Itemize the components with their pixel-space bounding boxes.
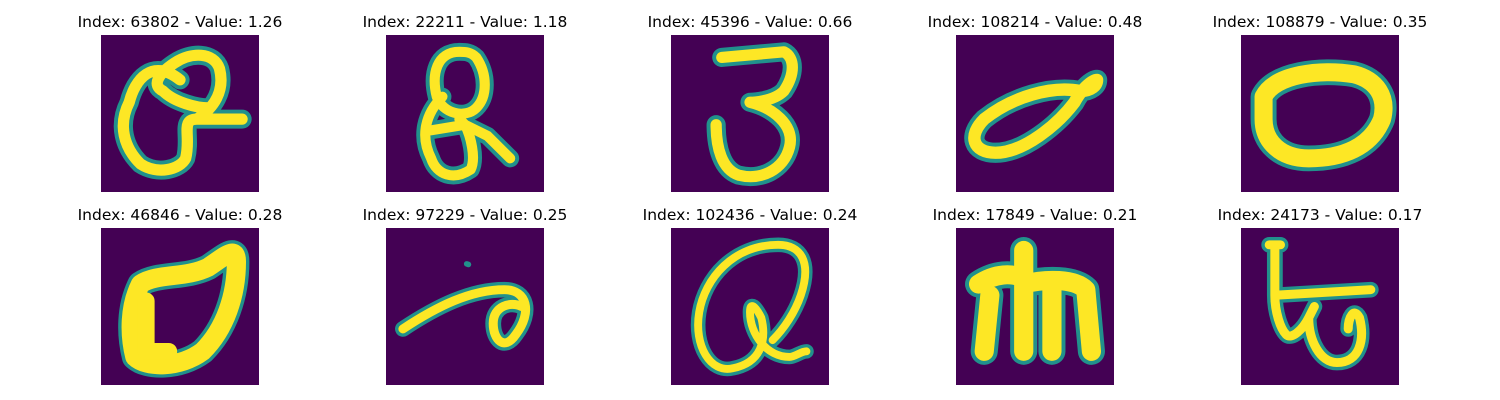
digit-image xyxy=(671,35,829,192)
panel-title: Index: 22211 - Value: 1.18 xyxy=(362,13,568,31)
panel-title: Index: 63802 - Value: 1.26 xyxy=(77,13,283,31)
digit-image xyxy=(1241,228,1399,385)
digit-image xyxy=(101,228,259,385)
panel-title: Index: 45396 - Value: 0.66 xyxy=(647,13,853,31)
panel-title: Index: 102436 - Value: 0.24 xyxy=(642,206,858,224)
panel-title: Index: 108879 - Value: 0.35 xyxy=(1212,13,1428,31)
digit-image xyxy=(956,228,1114,385)
digit-image xyxy=(671,228,829,385)
digit-image xyxy=(101,35,259,192)
panel-title: Index: 46846 - Value: 0.28 xyxy=(77,206,283,224)
panel-title: Index: 108214 - Value: 0.48 xyxy=(927,13,1143,31)
digit-image xyxy=(1241,35,1399,192)
digit-image xyxy=(386,228,544,385)
digit-image xyxy=(956,35,1114,192)
panel-title: Index: 17849 - Value: 0.21 xyxy=(932,206,1138,224)
panel-title: Index: 97229 - Value: 0.25 xyxy=(362,206,568,224)
panel-title: Index: 24173 - Value: 0.17 xyxy=(1217,206,1423,224)
digit-image xyxy=(386,35,544,192)
